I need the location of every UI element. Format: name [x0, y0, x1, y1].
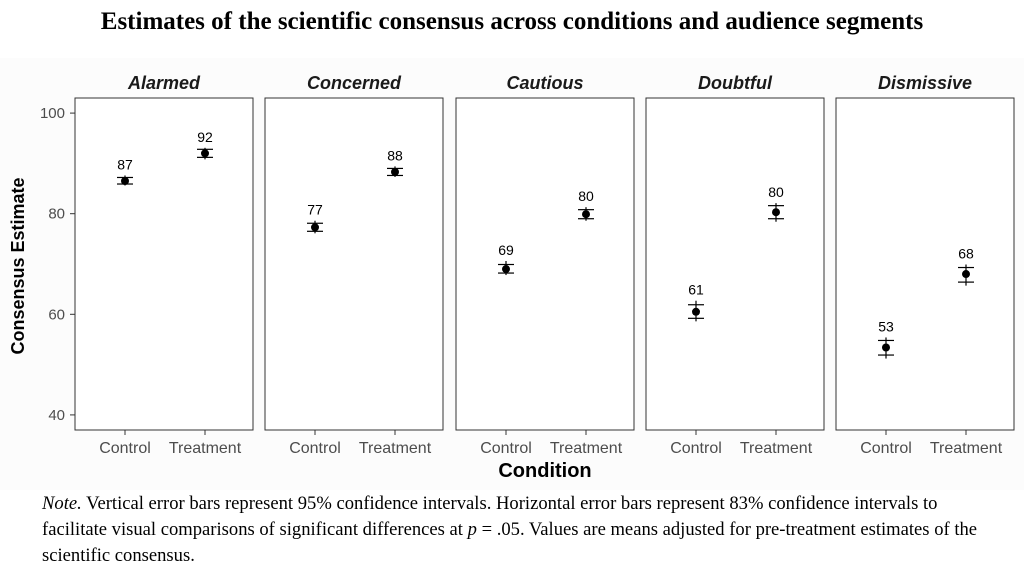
data-point: [962, 270, 970, 279]
y-tick-label: 60: [48, 306, 65, 323]
facet-label: Doubtful: [698, 73, 773, 93]
y-tick-label: 80: [48, 206, 65, 223]
data-label: 80: [768, 184, 784, 200]
note-p: p: [467, 519, 477, 540]
y-tick-label: 40: [48, 407, 65, 424]
data-label: 53: [878, 318, 894, 334]
data-label: 92: [197, 129, 213, 145]
data-label: 88: [387, 147, 403, 163]
note-text-2: = .05. Values are means adjusted for pre…: [42, 519, 978, 566]
x-tick-label: Treatment: [740, 440, 813, 457]
data-point: [502, 265, 510, 274]
facet-label: Dismissive: [878, 73, 972, 93]
facet-panel: [645, 97, 825, 431]
x-tick-label: Treatment: [359, 440, 432, 457]
data-point: [311, 223, 319, 232]
data-point: [582, 210, 590, 219]
data-point: [692, 307, 700, 316]
facet-panel: [835, 97, 1015, 431]
facet-label: Concerned: [307, 73, 402, 93]
data-point: [772, 208, 780, 217]
x-tick-label: Control: [480, 440, 532, 457]
data-label: 77: [307, 202, 323, 218]
facet-panel: [455, 97, 635, 431]
data-label: 61: [688, 282, 704, 298]
data-label: 80: [578, 188, 594, 204]
faceted-chart: Consensus Estimate 40 60 80 100 Condition Alar…: [0, 58, 1024, 490]
data-label: 87: [117, 156, 133, 172]
facet-label: Cautious: [506, 73, 583, 93]
data-point: [201, 149, 209, 158]
data-label: 69: [498, 242, 514, 258]
data-label: 68: [958, 246, 974, 262]
x-tick-label: Control: [670, 440, 722, 457]
facet-panel: [74, 97, 254, 431]
x-tick-label: Treatment: [169, 440, 242, 457]
note-lead: Note.: [42, 493, 82, 514]
x-tick-label: Control: [289, 440, 341, 457]
data-point: [882, 343, 890, 352]
figure-note: Note. Vertical error bars represent 95% …: [42, 491, 1002, 569]
data-point: [391, 167, 399, 176]
y-tick-label: 100: [40, 105, 65, 122]
chart-title: Estimates of the scientific consensus ac…: [100, 8, 924, 35]
x-tick-label: Control: [860, 440, 912, 457]
facet-label: Alarmed: [127, 73, 201, 93]
x-tick-label: Control: [99, 440, 151, 457]
data-point: [121, 177, 129, 185]
x-tick-label: Treatment: [550, 440, 623, 457]
note-text-1: Vertical error bars represent 95% confid…: [42, 493, 938, 540]
x-axis-label: Condition: [498, 460, 591, 482]
facet-panel: [264, 97, 444, 431]
y-axis-label: Consensus Estimate: [8, 177, 28, 354]
x-tick-label: Treatment: [930, 440, 1003, 457]
